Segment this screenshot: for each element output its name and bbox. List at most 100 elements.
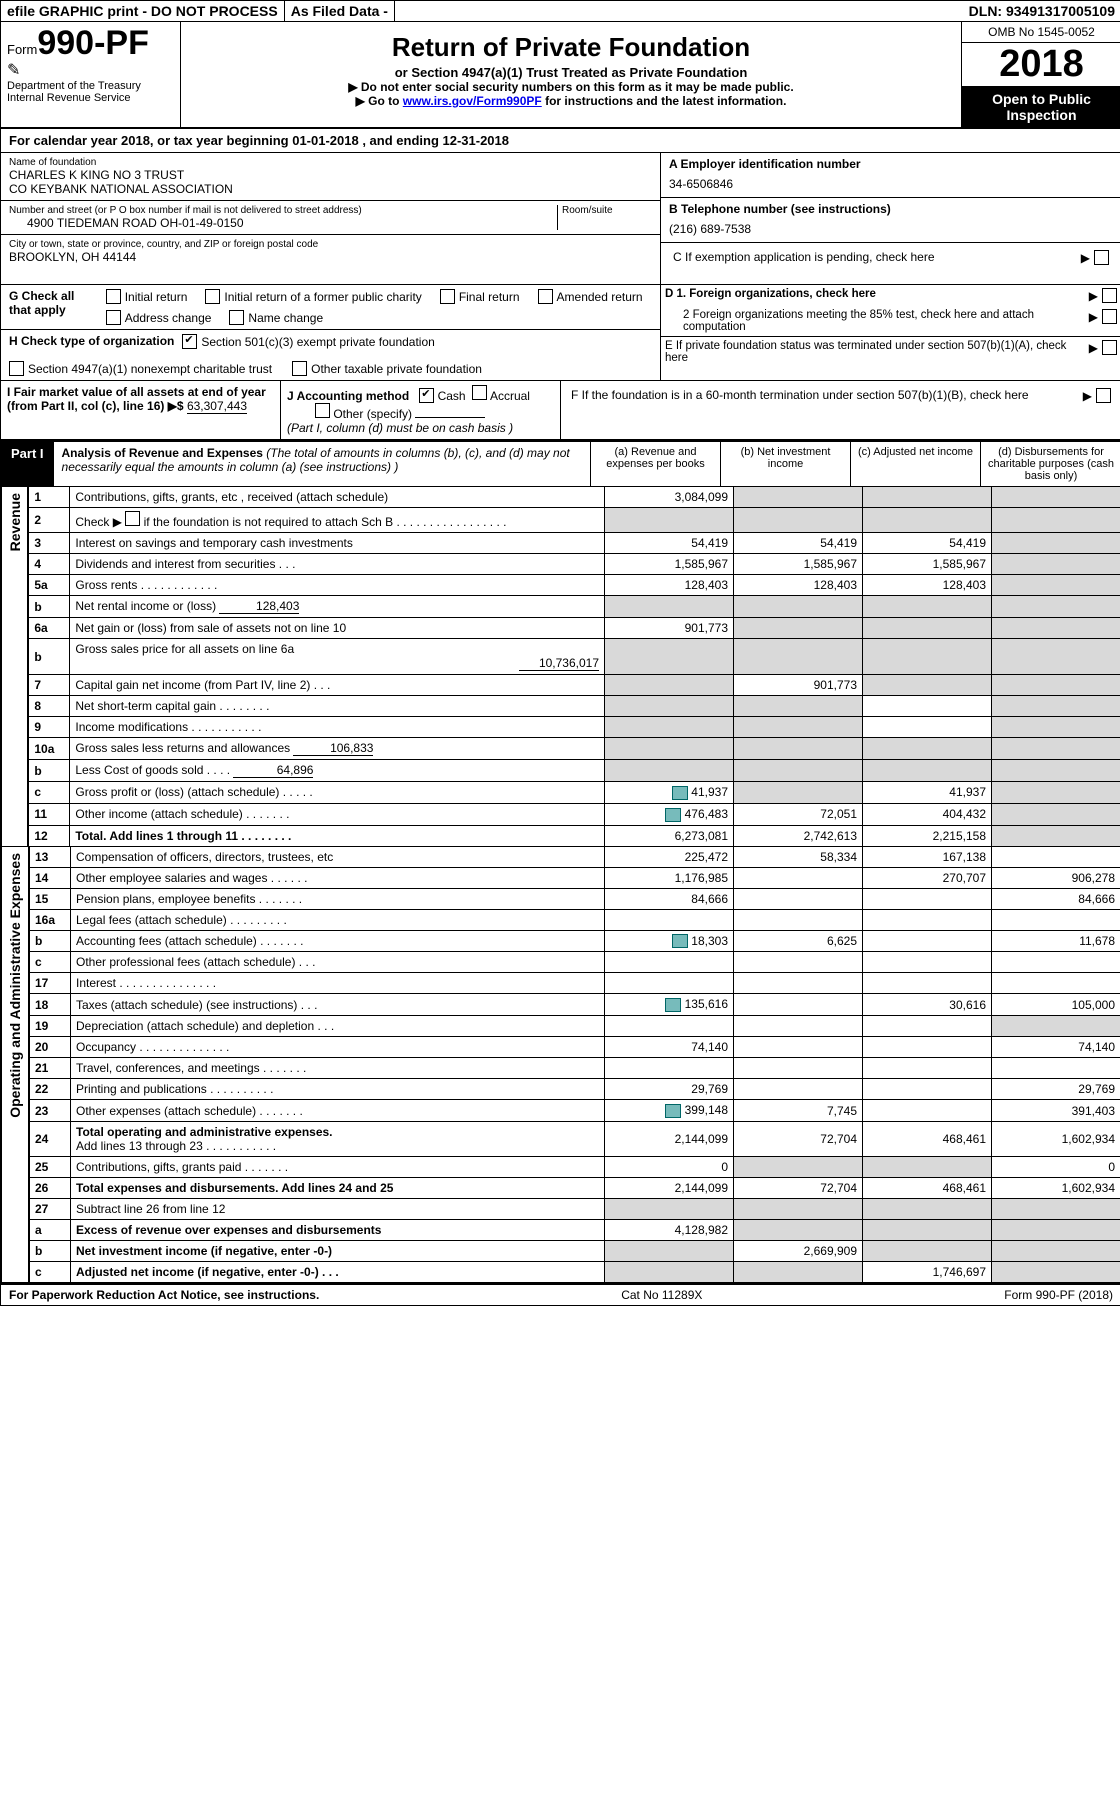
- c-check: C If exemption application is pending, c…: [661, 243, 1120, 272]
- revenue-side-label: Revenue: [1, 487, 28, 847]
- table-row: 12Total. Add lines 1 through 11 . . . . …: [29, 825, 1120, 846]
- checkbox-initial-return[interactable]: [106, 289, 121, 304]
- checkbox-amended-return[interactable]: [538, 289, 553, 304]
- checkbox-501c3[interactable]: [182, 334, 197, 349]
- d2-check: 2 Foreign organizations meeting the 85% …: [661, 306, 1120, 336]
- form-id-block: Form990-PF ✎ Department of the Treasury …: [1, 22, 181, 127]
- ein-block: A Employer identification number 34-6506…: [661, 153, 1120, 198]
- checkbox-f[interactable]: [1096, 388, 1111, 403]
- table-row: bAccounting fees (attach schedule) . . .…: [30, 930, 1120, 952]
- dln-label: DLN: 93491317005109: [963, 1, 1120, 21]
- schedule-icon[interactable]: [665, 998, 681, 1012]
- tax-year: 2018: [962, 43, 1120, 87]
- table-row: 15Pension plans, employee benefits . . .…: [30, 888, 1120, 909]
- table-row: bLess Cost of goods sold . . . . 64,896: [29, 760, 1120, 782]
- d1-check: D 1. Foreign organizations, check here▶: [661, 285, 1120, 306]
- topbar: efile GRAPHIC print - DO NOT PROCESS As …: [1, 1, 1120, 22]
- table-row: 9Income modifications . . . . . . . . . …: [29, 717, 1120, 738]
- omb-number: OMB No 1545-0052: [962, 22, 1120, 43]
- schedule-icon[interactable]: [672, 934, 688, 948]
- e-check: E If private foundation status was termi…: [661, 336, 1120, 367]
- part1-tab: Part I: [1, 442, 54, 486]
- expenses-table: 13Compensation of officers, directors, t…: [29, 847, 1120, 1283]
- table-row: cGross profit or (loss) (attach schedule…: [29, 782, 1120, 804]
- form-number: 990-PF: [37, 24, 149, 62]
- table-row: 11Other income (attach schedule) . . . .…: [29, 803, 1120, 825]
- table-row: 24Total operating and administrative exp…: [30, 1122, 1120, 1157]
- table-row: aExcess of revenue over expenses and dis…: [30, 1220, 1120, 1241]
- table-row: 20Occupancy . . . . . . . . . . . . . .7…: [30, 1037, 1120, 1058]
- dept-line-2: Internal Revenue Service: [7, 92, 174, 104]
- table-row: 16aLegal fees (attach schedule) . . . . …: [30, 909, 1120, 930]
- table-row: 17Interest . . . . . . . . . . . . . . .: [30, 973, 1120, 994]
- table-row: 10aGross sales less returns and allowanc…: [29, 738, 1120, 760]
- revenue-table: 1Contributions, gifts, grants, etc , rec…: [28, 487, 1120, 847]
- irs-link[interactable]: www.irs.gov/Form990PF: [403, 94, 542, 108]
- instr-1: ▶ Do not enter social security numbers o…: [185, 80, 957, 94]
- table-row: cAdjusted net income (if negative, enter…: [30, 1262, 1120, 1283]
- table-row: bNet rental income or (loss) 128,403: [29, 596, 1120, 618]
- checkbox-cash[interactable]: [419, 388, 434, 403]
- footer-left: For Paperwork Reduction Act Notice, see …: [9, 1288, 319, 1302]
- schedule-icon[interactable]: [665, 808, 681, 822]
- form-title: Return of Private Foundation: [185, 32, 957, 63]
- table-row: 21Travel, conferences, and meetings . . …: [30, 1058, 1120, 1079]
- checkbox-accrual[interactable]: [472, 385, 487, 400]
- table-row: 1Contributions, gifts, grants, etc , rec…: [29, 487, 1120, 508]
- footer-right: Form 990-PF (2018): [1004, 1288, 1113, 1302]
- part1-title: Analysis of Revenue and Expenses (The to…: [54, 442, 591, 486]
- table-row: bNet investment income (if negative, ent…: [30, 1241, 1120, 1262]
- table-row: 6aNet gain or (loss) from sale of assets…: [29, 618, 1120, 639]
- schedule-icon[interactable]: [672, 786, 688, 800]
- table-row: 26Total expenses and disbursements. Add …: [30, 1178, 1120, 1199]
- table-row: 13Compensation of officers, directors, t…: [30, 847, 1120, 868]
- table-row: 14Other employee salaries and wages . . …: [30, 867, 1120, 888]
- asfiled-label: As Filed Data -: [285, 1, 395, 21]
- open-to-public: Open to Public Inspection: [962, 87, 1120, 127]
- table-row: 4Dividends and interest from securities …: [29, 554, 1120, 575]
- checkbox-4947a1[interactable]: [9, 361, 24, 376]
- checkbox-address-change[interactable]: [106, 310, 121, 325]
- checkbox-name-change[interactable]: [229, 310, 244, 325]
- checkbox-d2[interactable]: [1102, 309, 1117, 324]
- footer-mid: Cat No 11289X: [621, 1288, 702, 1302]
- checkbox-other-method[interactable]: [315, 403, 330, 418]
- table-row: cOther professional fees (attach schedul…: [30, 952, 1120, 973]
- col-a-header: (a) Revenue and expenses per books: [591, 442, 721, 486]
- f-block: F If the foundation is in a 60-month ter…: [561, 381, 1120, 439]
- checkbox-initial-public[interactable]: [205, 289, 220, 304]
- form-prefix: Form: [7, 42, 37, 57]
- name-block: Name of foundation CHARLES K KING NO 3 T…: [1, 153, 660, 201]
- checkbox-c[interactable]: [1094, 250, 1109, 265]
- checkbox-d1[interactable]: [1102, 288, 1117, 303]
- table-row: 5aGross rents . . . . . . . . . . . .128…: [29, 575, 1120, 596]
- instr2-pre: ▶ Go to: [356, 94, 403, 108]
- form-subtitle: or Section 4947(a)(1) Trust Treated as P…: [185, 65, 957, 80]
- j-block: J Accounting method Cash Accrual Other (…: [281, 381, 561, 439]
- instr-2: ▶ Go to www.irs.gov/Form990PF for instru…: [185, 94, 957, 108]
- instr2-post: for instructions and the latest informat…: [542, 94, 787, 108]
- table-row: 27Subtract line 26 from line 12: [30, 1199, 1120, 1220]
- city-block: City or town, state or province, country…: [1, 235, 660, 284]
- dept-line-1: Department of the Treasury: [7, 80, 174, 92]
- table-row: bGross sales price for all assets on lin…: [29, 639, 1120, 675]
- checkbox-other-taxable[interactable]: [292, 361, 307, 376]
- table-row: 19Depreciation (attach schedule) and dep…: [30, 1016, 1120, 1037]
- expenses-side-label: Operating and Administrative Expenses: [1, 847, 29, 1283]
- phone-block: B Telephone number (see instructions) (2…: [661, 198, 1120, 243]
- col-c-header: (c) Adjusted net income: [851, 442, 981, 486]
- checkbox-e[interactable]: [1102, 340, 1117, 355]
- table-row: 7Capital gain net income (from Part IV, …: [29, 675, 1120, 696]
- col-d-header: (d) Disbursements for charitable purpose…: [981, 442, 1120, 486]
- table-row: 23Other expenses (attach schedule) . . .…: [30, 1100, 1120, 1122]
- footer: For Paperwork Reduction Act Notice, see …: [1, 1283, 1120, 1305]
- table-row: 2Check ▶ if the foundation is not requir…: [29, 508, 1120, 533]
- table-row: 18Taxes (attach schedule) (see instructi…: [30, 994, 1120, 1016]
- checkbox-sch-b[interactable]: [125, 511, 140, 526]
- table-row: 22Printing and publications . . . . . . …: [30, 1079, 1120, 1100]
- h-row: H Check type of organization Section 501…: [1, 330, 660, 380]
- schedule-icon[interactable]: [665, 1104, 681, 1118]
- g-row: G Check all that apply Initial return In…: [1, 285, 660, 330]
- address-block: Number and street (or P O box number if …: [1, 201, 660, 235]
- checkbox-final-return[interactable]: [440, 289, 455, 304]
